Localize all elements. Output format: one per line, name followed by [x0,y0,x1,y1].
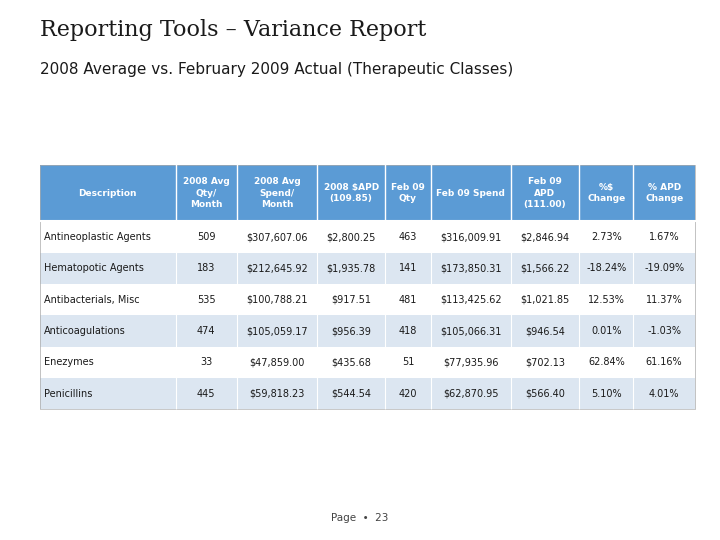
Text: 61.16%: 61.16% [646,357,683,367]
Text: 445: 445 [197,389,215,399]
Text: $435.68: $435.68 [331,357,371,367]
Text: $113,425.62: $113,425.62 [440,295,502,305]
Text: Feb 09
APD
(111.00): Feb 09 APD (111.00) [523,178,566,208]
Text: $105,066.31: $105,066.31 [440,326,501,336]
Text: $946.54: $946.54 [525,326,565,336]
Text: 0.01%: 0.01% [591,326,621,336]
Text: Feb 09
Qty: Feb 09 Qty [391,183,425,203]
Text: $566.40: $566.40 [525,389,565,399]
Text: $544.54: $544.54 [331,389,372,399]
Text: 33: 33 [200,357,212,367]
Text: -1.03%: -1.03% [647,326,681,336]
Text: Description: Description [78,188,137,198]
Text: $105,059.17: $105,059.17 [246,326,307,336]
Text: $47,859.00: $47,859.00 [249,357,305,367]
Text: 1.67%: 1.67% [649,232,680,242]
Text: 2008 Avg
Qty/
Month: 2008 Avg Qty/ Month [183,178,230,208]
Text: 51: 51 [402,357,414,367]
Text: 2008 Average vs. February 2009 Actual (Therapeutic Classes): 2008 Average vs. February 2009 Actual (T… [40,62,513,77]
Text: Anticoagulations: Anticoagulations [44,326,126,336]
Text: $307,607.06: $307,607.06 [246,232,307,242]
Text: 12.53%: 12.53% [588,295,625,305]
Text: 183: 183 [197,264,215,273]
Text: 2.73%: 2.73% [591,232,621,242]
Text: $212,645.92: $212,645.92 [246,264,308,273]
Text: $77,935.96: $77,935.96 [443,357,498,367]
Text: $1,566.22: $1,566.22 [521,264,570,273]
Text: 4.01%: 4.01% [649,389,680,399]
Text: 5.10%: 5.10% [591,389,621,399]
Text: $316,009.91: $316,009.91 [440,232,501,242]
Text: -19.09%: -19.09% [644,264,684,273]
Text: $1,935.78: $1,935.78 [327,264,376,273]
Text: 509: 509 [197,232,215,242]
Text: -18.24%: -18.24% [586,264,626,273]
Text: Enezymes: Enezymes [44,357,94,367]
Text: 11.37%: 11.37% [646,295,683,305]
Text: % APD
Change: % APD Change [645,183,683,203]
Text: Page  •  23: Page • 23 [331,514,389,523]
Text: Antineoplastic Agents: Antineoplastic Agents [44,232,150,242]
Text: Feb 09 Spend: Feb 09 Spend [436,188,505,198]
Text: 141: 141 [399,264,417,273]
Text: 463: 463 [399,232,417,242]
Text: 418: 418 [399,326,417,336]
Text: 481: 481 [399,295,417,305]
Text: $62,870.95: $62,870.95 [443,389,498,399]
Text: $2,800.25: $2,800.25 [326,232,376,242]
Text: 62.84%: 62.84% [588,357,625,367]
Text: $2,846.94: $2,846.94 [521,232,570,242]
Text: $59,818.23: $59,818.23 [249,389,305,399]
Text: Antibacterials, Misc: Antibacterials, Misc [44,295,140,305]
Text: 420: 420 [399,389,417,399]
Text: 474: 474 [197,326,215,336]
Text: Penicillins: Penicillins [44,389,92,399]
Text: $917.51: $917.51 [331,295,372,305]
Text: $100,788.21: $100,788.21 [246,295,307,305]
Text: $1,021.85: $1,021.85 [521,295,570,305]
Text: 535: 535 [197,295,215,305]
Text: 2008 $APD
(109.85): 2008 $APD (109.85) [323,183,379,203]
Text: %$
Change: %$ Change [587,183,626,203]
Text: $173,850.31: $173,850.31 [440,264,501,273]
Text: $702.13: $702.13 [525,357,565,367]
Text: $956.39: $956.39 [331,326,371,336]
Text: Hematopotic Agents: Hematopotic Agents [44,264,144,273]
Text: 2008 Avg
Spend/
Month: 2008 Avg Spend/ Month [253,178,300,208]
Text: Reporting Tools – Variance Report: Reporting Tools – Variance Report [40,19,426,41]
